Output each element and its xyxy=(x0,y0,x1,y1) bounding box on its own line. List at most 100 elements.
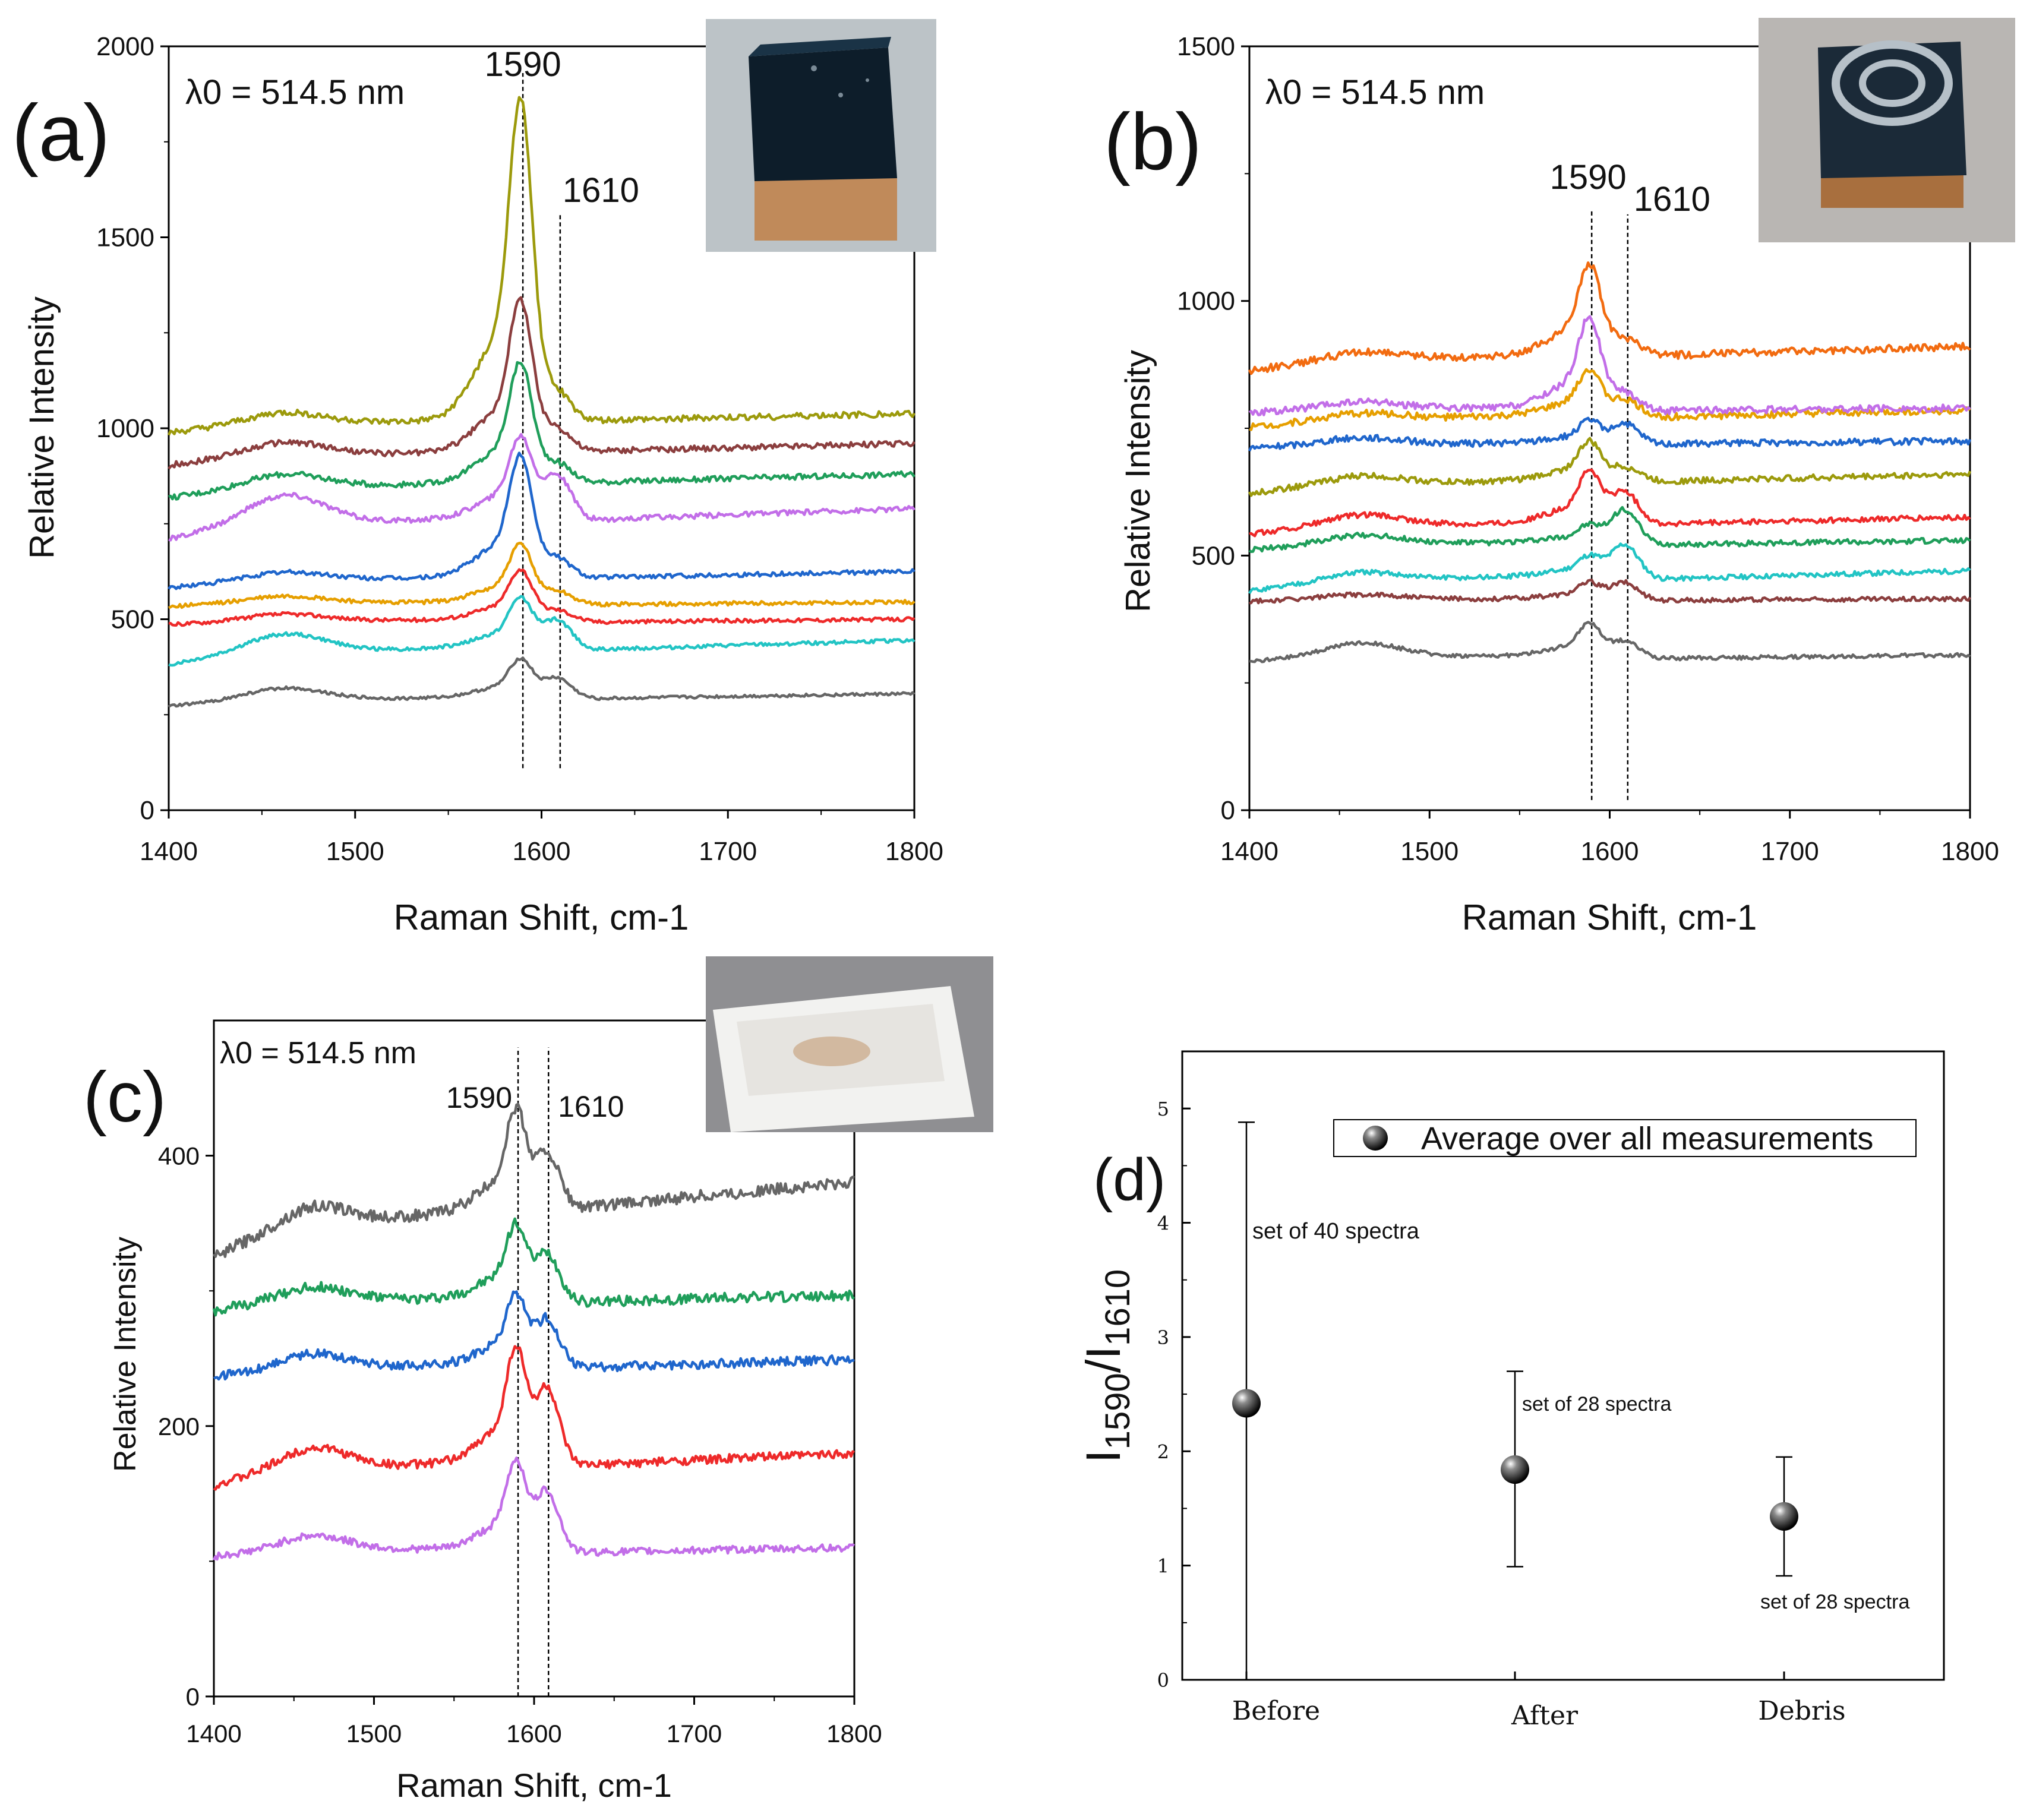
panel-a-annotation: λ0 = 514.5 nm xyxy=(185,73,405,112)
y-tick-label: 1000 xyxy=(96,414,154,443)
series-line-3 xyxy=(1248,542,1971,595)
x-tick-label: 1500 xyxy=(1400,837,1459,866)
x-tick-label: 1800 xyxy=(885,837,943,866)
series-line-1 xyxy=(212,1456,855,1561)
series-line-6 xyxy=(168,433,916,542)
series-line-4 xyxy=(168,542,916,609)
series-line-5 xyxy=(213,1102,855,1258)
panel-d: (d) 0 1 2 3 4 5 Before After Debris set of 40 s… xyxy=(1077,1050,1945,1731)
panel-d-ylabel-sep: /I xyxy=(1077,1346,1131,1373)
series-line-5 xyxy=(168,451,916,590)
panel-d-ylabel-sub2: 1610 xyxy=(1098,1269,1137,1346)
panel-d-legend-text: Average over all measurements xyxy=(1421,1121,1873,1157)
panel-b-label: (b) xyxy=(1104,97,1202,187)
x-tick-label: 1800 xyxy=(826,1720,882,1748)
data-point-before: set of 40 spectra xyxy=(1232,1121,1420,1681)
x-tick-label: 1400 xyxy=(186,1720,241,1748)
y-tick-label: 0 xyxy=(140,796,154,825)
series-line-8 xyxy=(168,296,916,470)
y-tick-label: 1500 xyxy=(1177,32,1235,61)
panel-c: (c) 0 200 400 1400 1500 1600 1700 1800 1590 161… xyxy=(83,956,993,1804)
panel-b-inset-photo xyxy=(1759,18,2015,242)
panel-d-ylabel: I1590/I1610 xyxy=(1077,1269,1137,1463)
category-label-before: Before xyxy=(1232,1696,1320,1726)
x-tick-label: 1700 xyxy=(1761,837,1819,866)
y-tick-label: 3 xyxy=(1157,1326,1169,1349)
panel-c-ylabel: Relative Intensity xyxy=(108,1237,143,1472)
panel-b-x-ticks: 1400 1500 1600 1700 1800 xyxy=(1220,810,1999,866)
panel-d-points: set of 40 spectra set of 28 spectra set of… xyxy=(1232,1121,1909,1681)
panel-d-label: (d) xyxy=(1093,1146,1166,1213)
reference-label-1590: 1590 xyxy=(446,1081,512,1114)
y-tick-label: 1 xyxy=(1157,1555,1169,1578)
series-line-7 xyxy=(1248,416,1972,452)
panel-a-xlabel: Raman Shift, cm-1 xyxy=(394,898,689,937)
x-tick-label: 1500 xyxy=(326,837,384,866)
panel-c-x-ticks: 1400 1500 1600 1700 1800 xyxy=(186,1696,882,1748)
series-line-3 xyxy=(168,568,916,627)
panel-b: (b) 0 500 1000 1500 1400 1500 1600 1700 1800 15… xyxy=(1104,18,2015,937)
category-label-after: After xyxy=(1511,1701,1579,1731)
x-tick-label: 1600 xyxy=(1581,837,1639,866)
series-line-4 xyxy=(1248,505,1971,553)
y-tick-label: 1500 xyxy=(96,223,154,252)
spectra-count-note: set of 40 spectra xyxy=(1252,1219,1420,1244)
panel-c-label: (c) xyxy=(83,1057,166,1137)
y-tick-label: 400 xyxy=(158,1142,200,1170)
panel-a-ylabel: Relative Intensity xyxy=(23,296,61,559)
x-tick-label: 1600 xyxy=(506,1720,561,1748)
series-line-6 xyxy=(1248,437,1972,497)
x-tick-label: 1700 xyxy=(699,837,757,866)
reference-label-1590: 1590 xyxy=(1550,158,1627,197)
series-line-9 xyxy=(167,96,916,436)
panel-d-legend-marker xyxy=(1363,1126,1388,1151)
series-line-4 xyxy=(212,1217,855,1317)
panel-d-categories: Before After Debris xyxy=(1232,1672,1846,1731)
x-tick-label: 1500 xyxy=(346,1720,402,1748)
y-tick-label: 0 xyxy=(1221,796,1235,825)
panel-d-ylabel-main: I xyxy=(1077,1449,1131,1463)
series-line-8 xyxy=(1249,368,1971,431)
panel-b-y-ticks: 0 500 1000 1500 xyxy=(1177,32,1249,825)
series-line-7 xyxy=(168,361,916,501)
series-line-1 xyxy=(168,656,916,708)
marker xyxy=(1501,1455,1529,1484)
panel-b-ylabel: Relative Intensity xyxy=(1119,350,1157,612)
panel-d-legend-box xyxy=(1333,1119,1917,1157)
series-line-9 xyxy=(1248,315,1971,416)
panel-a-x-ticks: 1400 1500 1600 1700 1800 xyxy=(140,810,943,866)
y-tick-label: 200 xyxy=(158,1413,200,1440)
panel-a-label: (a) xyxy=(12,88,110,178)
y-tick-label: 500 xyxy=(111,605,154,634)
y-tick-label: 1000 xyxy=(1177,287,1235,316)
panel-d-legend: Average over all measurements xyxy=(1333,1119,1917,1157)
marker xyxy=(1232,1389,1261,1418)
panel-c-reference-lines: 1590 1610 xyxy=(446,1047,624,1696)
panel-b-spectra xyxy=(1248,261,1972,663)
panel-d-plot-frame xyxy=(1181,1050,1945,1681)
reference-label-1590: 1590 xyxy=(485,45,561,84)
panel-b-xlabel: Raman Shift, cm-1 xyxy=(1462,898,1757,937)
y-tick-label: 2000 xyxy=(96,32,154,61)
reference-label-1610: 1610 xyxy=(558,1090,624,1123)
y-tick-label: 4 xyxy=(1157,1212,1169,1235)
series-line-5 xyxy=(1249,468,1971,538)
data-point-debris: set of 28 spectra xyxy=(1760,1456,1909,1613)
y-tick-label: 0 xyxy=(186,1683,200,1711)
panel-a-spectra xyxy=(167,96,916,708)
panel-d-y-ticks: 0 1 2 3 4 5 xyxy=(1157,1098,1191,1692)
x-tick-label: 1400 xyxy=(1220,837,1278,866)
series-line-2 xyxy=(168,595,916,667)
panel-c-y-ticks: 0 200 400 xyxy=(158,1142,214,1711)
reference-label-1610: 1610 xyxy=(563,171,639,210)
series-line-10 xyxy=(1248,261,1971,375)
series-line-2 xyxy=(213,1345,855,1491)
spectra-count-note: set of 28 spectra xyxy=(1760,1591,1909,1613)
panel-d-ylabel-sub1: 1590 xyxy=(1098,1373,1137,1449)
panel-a-reference-lines: 1590 1610 xyxy=(485,45,639,769)
panel-a-y-ticks: 0 500 1000 1500 2000 xyxy=(96,32,169,825)
y-tick-label: 5 xyxy=(1157,1098,1169,1120)
x-tick-label: 1400 xyxy=(140,837,198,866)
panel-c-annotation: λ0 = 514.5 nm xyxy=(220,1036,416,1070)
